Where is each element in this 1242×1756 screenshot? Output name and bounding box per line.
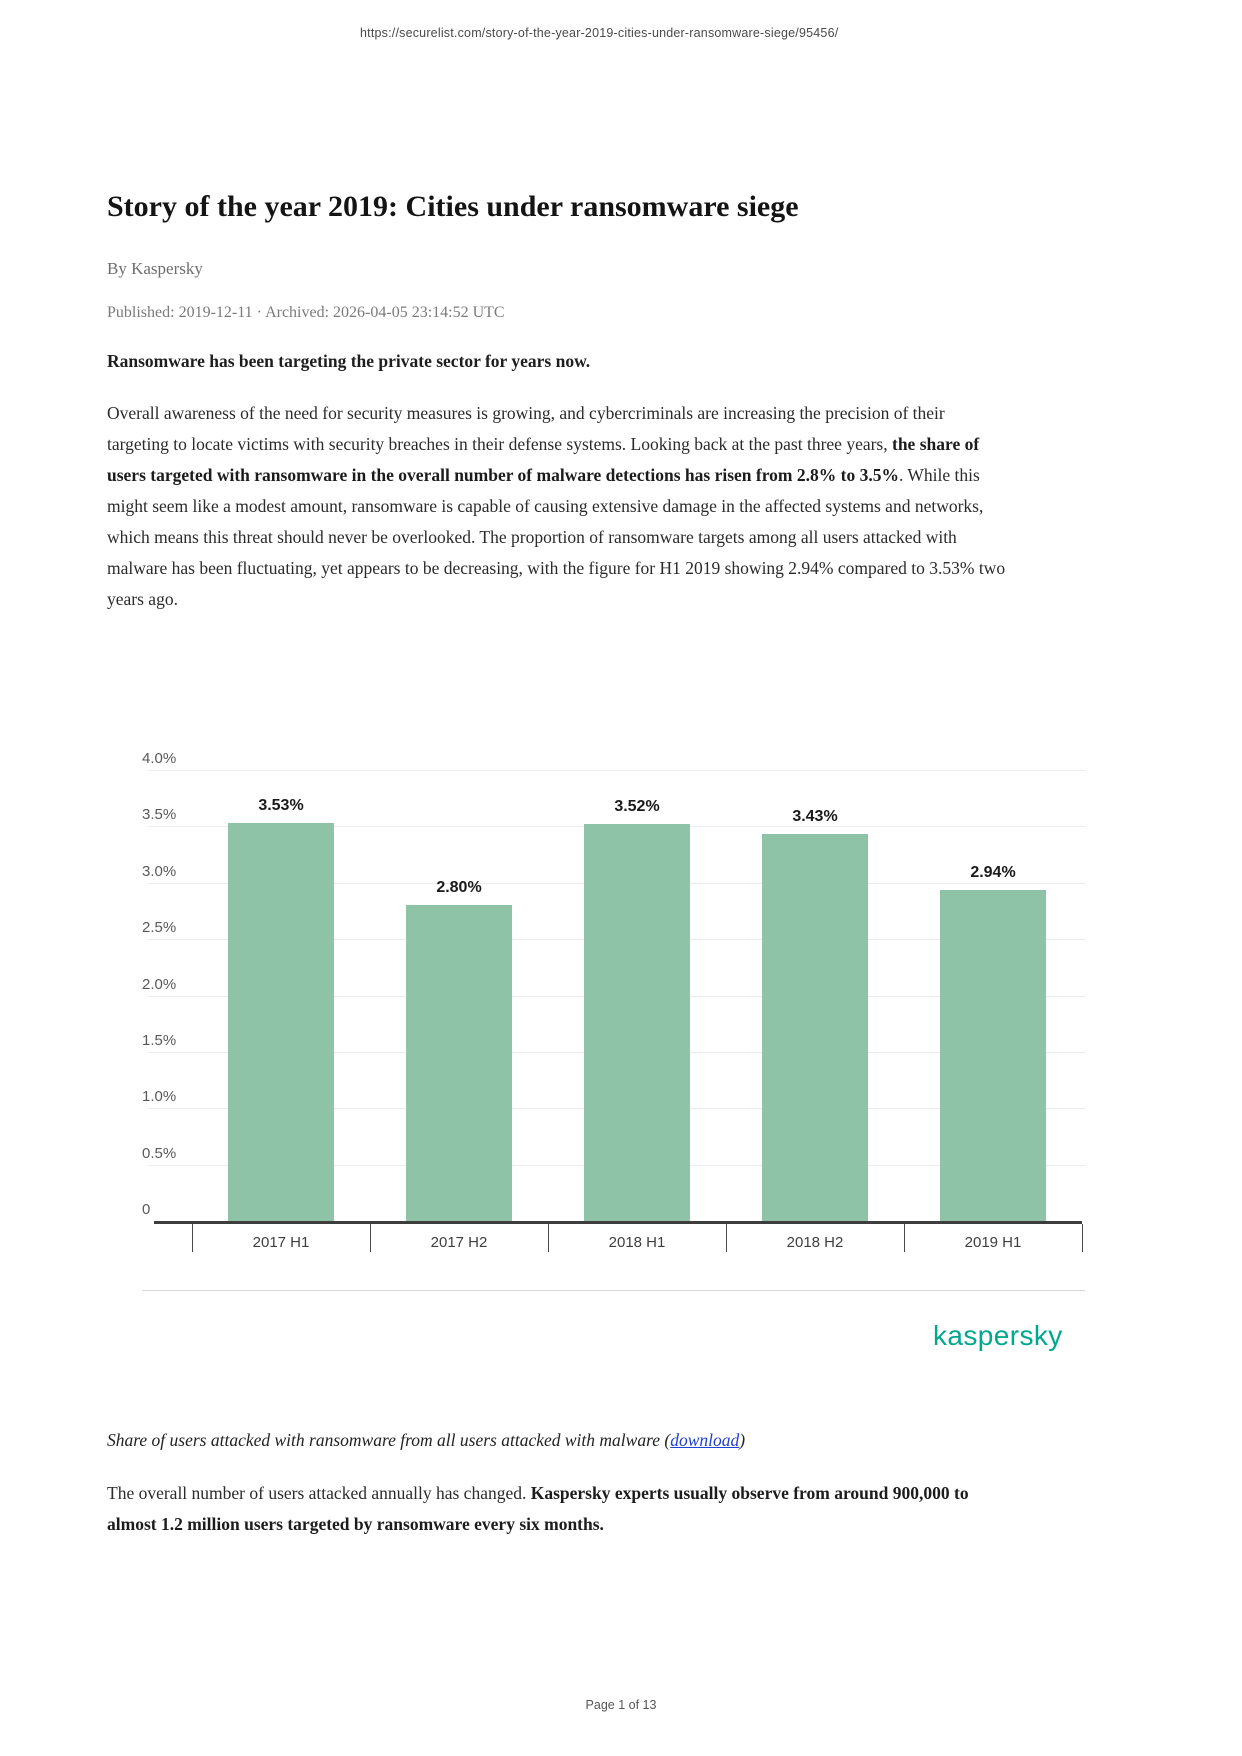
kaspersky-logo: kaspersky <box>933 1320 1063 1351</box>
bar-2017-h2 <box>406 905 512 1221</box>
intro-paragraph: Overall awareness of the need for securi… <box>107 398 1007 615</box>
y-axis-label: 0.5% <box>142 1144 177 1162</box>
x-axis-line <box>154 1221 1082 1224</box>
y-axis-label: 1.5% <box>142 1031 177 1049</box>
y-axis-label: 4.0% <box>142 750 177 767</box>
x-axis-label-2017-h2: 2017 H2 <box>430 1234 488 1251</box>
lede-bold-line: Ransomware has been targeting the privat… <box>107 351 591 371</box>
y-axis-label: 2.0% <box>142 975 177 993</box>
intro-paragraph-bold: the share of users targeted with ransomw… <box>107 434 980 485</box>
bar-value-label: 3.52% <box>614 798 660 816</box>
x-axis-tick <box>1082 1224 1083 1252</box>
bar-2017-h1 <box>228 822 334 1221</box>
x-axis-label-2018-h1: 2018 H1 <box>608 1234 666 1251</box>
chart-caption-text: Share of users attacked with ransomware … <box>107 1430 671 1450</box>
bar-value-label: 3.53% <box>258 796 304 814</box>
byline: By Kaspersky <box>107 259 203 278</box>
intro-paragraph-text-1: Overall awareness of the need for securi… <box>107 403 945 454</box>
bar-value-label: 2.80% <box>436 879 482 897</box>
chart-caption: Share of users attacked with ransomware … <box>107 1430 1007 1451</box>
gridline-4.0% <box>148 770 1085 771</box>
page-title: Story of the year 2019: Cities under ran… <box>107 190 799 223</box>
x-axis-tick <box>726 1224 727 1252</box>
x-axis-label-2019-h1: 2019 H1 <box>964 1234 1022 1251</box>
chart: 4.0% 3.5% 3.0% 2.5% 2.0% 1.5% 1.0% 0.5% 0 3.53% 20… <box>140 660 1085 1270</box>
closing-paragraph-text: The overall number of users attacked ann… <box>107 1483 531 1503</box>
x-axis-tick <box>548 1224 549 1252</box>
x-axis-label-2018-h2: 2018 H2 <box>786 1234 844 1251</box>
bar-2018-h2 <box>762 834 868 1221</box>
bar-2019-h1 <box>940 889 1046 1221</box>
closing-paragraph-bold: Kaspersky experts usually observe from a… <box>107 1483 969 1534</box>
published-archived-line: Published: 2019-12-11 · Archived: 2026-0… <box>107 304 505 321</box>
y-axis-label: 1.0% <box>142 1088 177 1106</box>
y-axis-label: 0 <box>142 1201 151 1218</box>
bar-value-label: 2.94% <box>970 863 1016 881</box>
y-axis-label: 3.0% <box>142 862 177 880</box>
x-axis-label-2017-h1: 2017 H1 <box>252 1234 310 1251</box>
y-axis-label: 2.5% <box>142 919 177 937</box>
intro-paragraph-text-2: . While this might seem like a modest am… <box>107 465 1006 609</box>
bar-2018-h1 <box>584 824 690 1221</box>
chart-caption-close: ) <box>739 1430 746 1450</box>
bar-value-label: 3.43% <box>792 808 838 826</box>
x-axis-tick <box>904 1224 905 1252</box>
x-axis-tick <box>370 1224 371 1252</box>
y-axis-label: 3.5% <box>142 806 177 824</box>
chart-footer-divider <box>142 1290 1085 1291</box>
page-number-footer: Page 1 of 13 <box>585 1698 657 1712</box>
x-axis-tick <box>192 1224 193 1252</box>
print-url-header: https://securelist.com/story-of-the-year… <box>360 26 839 40</box>
closing-paragraph: The overall number of users attacked ann… <box>107 1478 1007 1540</box>
download-link[interactable]: download <box>670 1430 740 1450</box>
